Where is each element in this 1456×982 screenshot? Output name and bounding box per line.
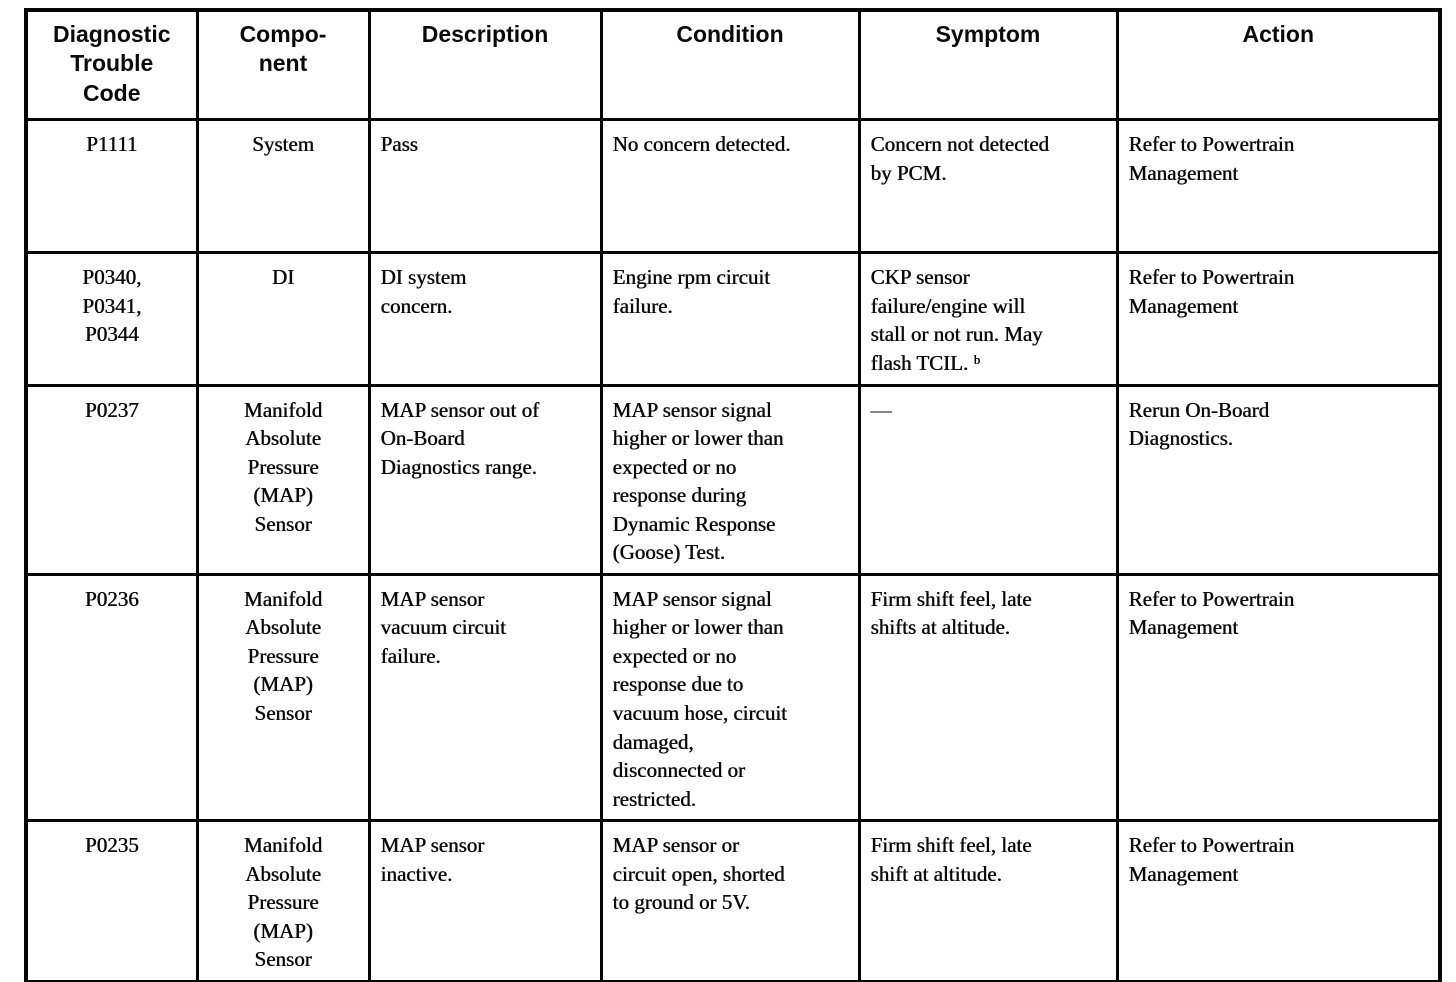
- cell-dtc: P0235: [24, 819, 199, 982]
- cell-dtc: P0340, P0341, P0344: [24, 251, 199, 387]
- cell-component: System: [195, 118, 371, 255]
- table-row: P1111 System Pass No concern detected. C…: [24, 118, 1442, 255]
- cell-description: MAP sensor out of On-Board Diagnostics r…: [367, 383, 603, 576]
- cell-action: Rerun On-Board Diagnostics.: [1115, 383, 1442, 576]
- cell-dtc: P0237: [24, 383, 199, 576]
- cell-dtc: P1111: [24, 118, 199, 255]
- col-header-condition: Condition: [599, 8, 861, 122]
- cell-description: DI system concern.: [367, 251, 603, 387]
- table-row: P0235 Manifold Absolute Pressure (MAP) S…: [24, 819, 1442, 982]
- table-row: P0236 Manifold Absolute Pressure (MAP) S…: [24, 572, 1442, 823]
- cell-component: Manifold Absolute Pressure (MAP) Sensor: [195, 819, 371, 982]
- cell-action: Refer to Powertrain Management: [1115, 819, 1442, 982]
- col-header-symptom: Symptom: [857, 8, 1119, 122]
- cell-symptom: —: [857, 383, 1119, 576]
- cell-condition: No concern detected.: [599, 118, 861, 255]
- cell-dtc: P0236: [24, 572, 199, 823]
- cell-description: Pass: [367, 118, 603, 255]
- cell-condition: MAP sensor signal higher or lower than e…: [599, 572, 861, 823]
- cell-action: Refer to Powertrain Management: [1115, 572, 1442, 823]
- cell-component: Manifold Absolute Pressure (MAP) Sensor: [195, 383, 371, 576]
- diagnostic-trouble-code-table: Diagnostic Trouble Code Compo- nent Desc…: [24, 8, 1442, 982]
- table-row: P0340, P0341, P0344 DI DI system concern…: [24, 251, 1442, 387]
- cell-description: MAP sensor vacuum circuit failure.: [367, 572, 603, 823]
- cell-component: DI: [195, 251, 371, 387]
- cell-condition: MAP sensor signal higher or lower than e…: [599, 383, 861, 576]
- cell-symptom: Concern not detected by PCM.: [857, 118, 1119, 255]
- cell-condition: MAP sensor or circuit open, shorted to g…: [599, 819, 861, 982]
- col-header-action: Action: [1115, 8, 1442, 122]
- cell-symptom: Firm shift feel, late shifts at altitude…: [857, 572, 1119, 823]
- cell-condition: Engine rpm circuit failure.: [599, 251, 861, 387]
- table-header-row: Diagnostic Trouble Code Compo- nent Desc…: [24, 8, 1442, 122]
- col-header-component: Compo- nent: [195, 8, 371, 122]
- table-row: P0237 Manifold Absolute Pressure (MAP) S…: [24, 383, 1442, 576]
- col-header-description: Description: [367, 8, 603, 122]
- cell-component: Manifold Absolute Pressure (MAP) Sensor: [195, 572, 371, 823]
- cell-symptom: Firm shift feel, late shift at altitude.: [857, 819, 1119, 982]
- cell-symptom: CKP sensor failure/engine will stall or …: [857, 251, 1119, 387]
- cell-action: Refer to Powertrain Management: [1115, 251, 1442, 387]
- cell-action: Refer to Powertrain Management: [1115, 118, 1442, 255]
- col-header-diagnostic-trouble-code: Diagnostic Trouble Code: [24, 8, 199, 122]
- cell-description: MAP sensor inactive.: [367, 819, 603, 982]
